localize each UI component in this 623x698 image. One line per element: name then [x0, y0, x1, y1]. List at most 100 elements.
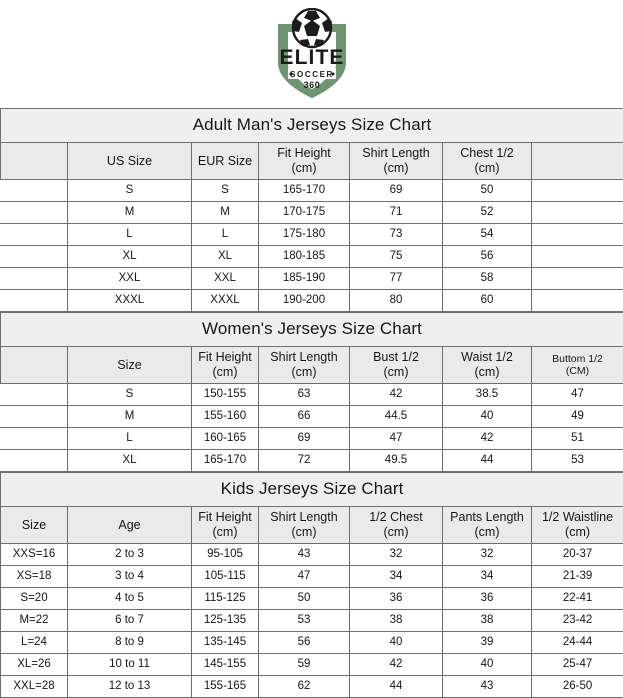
table-cell: 69 [350, 180, 443, 202]
table-cell: 36 [443, 588, 532, 610]
table-cell: 42 [350, 654, 443, 676]
column-header-label: Shirt Length [352, 146, 440, 161]
table-cell: 52 [443, 202, 532, 224]
table-cell: XXXL [192, 290, 259, 312]
column-header-unit: (cm) [445, 365, 529, 380]
table-cell: S [68, 180, 192, 202]
table-cell: 34 [350, 566, 443, 588]
table-cell: S [68, 384, 192, 406]
table-cell: XXL [192, 268, 259, 290]
table-cell: 42 [443, 428, 532, 450]
column-header-7: 1/2 Waistline(cm) [532, 507, 623, 544]
header-spacer-cell [1, 347, 68, 384]
table-cell: 53 [259, 610, 350, 632]
table-cell: XXS=16 [1, 544, 68, 566]
table-cell: 160-165 [192, 428, 259, 450]
table-cell: 50 [443, 180, 532, 202]
column-header-4: Shirt Length(cm) [259, 507, 350, 544]
table-cell: 155-165 [192, 676, 259, 698]
column-header-unit: (cm) [194, 525, 256, 540]
logo-star-right-icon [331, 73, 334, 76]
table-cell: 54 [443, 224, 532, 246]
table-cell: 69 [259, 428, 350, 450]
column-header-2: Age [68, 507, 192, 544]
brand-logo-area: ELITE SOCCER 360 [0, 0, 623, 108]
column-header-3: EUR Size [192, 143, 259, 180]
cell-spacer [1, 428, 68, 450]
column-header-unit: (cm) [352, 525, 440, 540]
cell-spacer [1, 246, 68, 268]
table-cell: 43 [259, 544, 350, 566]
column-header-unit: (cm) [445, 161, 529, 176]
table-cell: L=24 [1, 632, 68, 654]
cell-spacer [1, 384, 68, 406]
column-header-label: Shirt Length [261, 350, 347, 365]
table-cell: 44.5 [350, 406, 443, 428]
chart-title: Women's Jerseys Size Chart [1, 313, 623, 347]
column-header-label: Size [3, 518, 65, 533]
cell-spacer [1, 180, 68, 202]
column-header-unit: (cm) [352, 161, 440, 176]
header-spacer-cell [532, 143, 623, 180]
table-cell: M [192, 202, 259, 224]
column-header-5: Shirt Length(cm) [350, 143, 443, 180]
table-cell: 44 [443, 450, 532, 472]
table-cell: L [68, 428, 192, 450]
chart-title: Kids Jerseys Size Chart [1, 473, 623, 507]
table-cell: 73 [350, 224, 443, 246]
table-cell: 47 [259, 566, 350, 588]
logo-soccer-text: SOCCER [290, 70, 334, 79]
table-cell: 4 to 5 [68, 588, 192, 610]
table-cell: 36 [350, 588, 443, 610]
table-cell: 44 [350, 676, 443, 698]
column-header-2: Size [68, 347, 192, 384]
table-cell: 150-155 [192, 384, 259, 406]
table-cell: 66 [259, 406, 350, 428]
table-cell: 40 [443, 406, 532, 428]
column-header-label: Size [70, 358, 189, 373]
table-cell: 72 [259, 450, 350, 472]
table-cell: 53 [532, 450, 623, 472]
column-header-label: 1/2 Chest [352, 510, 440, 525]
cell-spacer [1, 224, 68, 246]
table-cell: 12 to 13 [68, 676, 192, 698]
cell-spacer [532, 246, 623, 268]
table-cell: 50 [259, 588, 350, 610]
table-cell: M [68, 202, 192, 224]
table-cell: 170-175 [259, 202, 350, 224]
column-header-unit: (cm) [194, 365, 256, 380]
table-cell: 49.5 [350, 450, 443, 472]
column-header-4: Fit Height(cm) [259, 143, 350, 180]
table-cell: 38 [443, 610, 532, 632]
table-cell: 56 [443, 246, 532, 268]
logo-star-left-icon [289, 73, 292, 76]
table-cell: 62 [259, 676, 350, 698]
table-cell: 63 [259, 384, 350, 406]
header-spacer-cell [1, 143, 68, 180]
elite-soccer-360-logo: ELITE SOCCER 360 [264, 8, 360, 100]
column-header-label: Chest 1/2 [445, 146, 529, 161]
column-header-label: EUR Size [194, 154, 256, 169]
chart-title: Adult Man's Jerseys Size Chart [1, 109, 623, 143]
table-cell: XL [68, 246, 192, 268]
table-cell: S=20 [1, 588, 68, 610]
column-header-label: Waist 1/2 [445, 350, 529, 365]
cell-spacer [532, 180, 623, 202]
cell-spacer [532, 202, 623, 224]
logo-360-text: 360 [303, 80, 320, 90]
table-cell: 40 [443, 654, 532, 676]
